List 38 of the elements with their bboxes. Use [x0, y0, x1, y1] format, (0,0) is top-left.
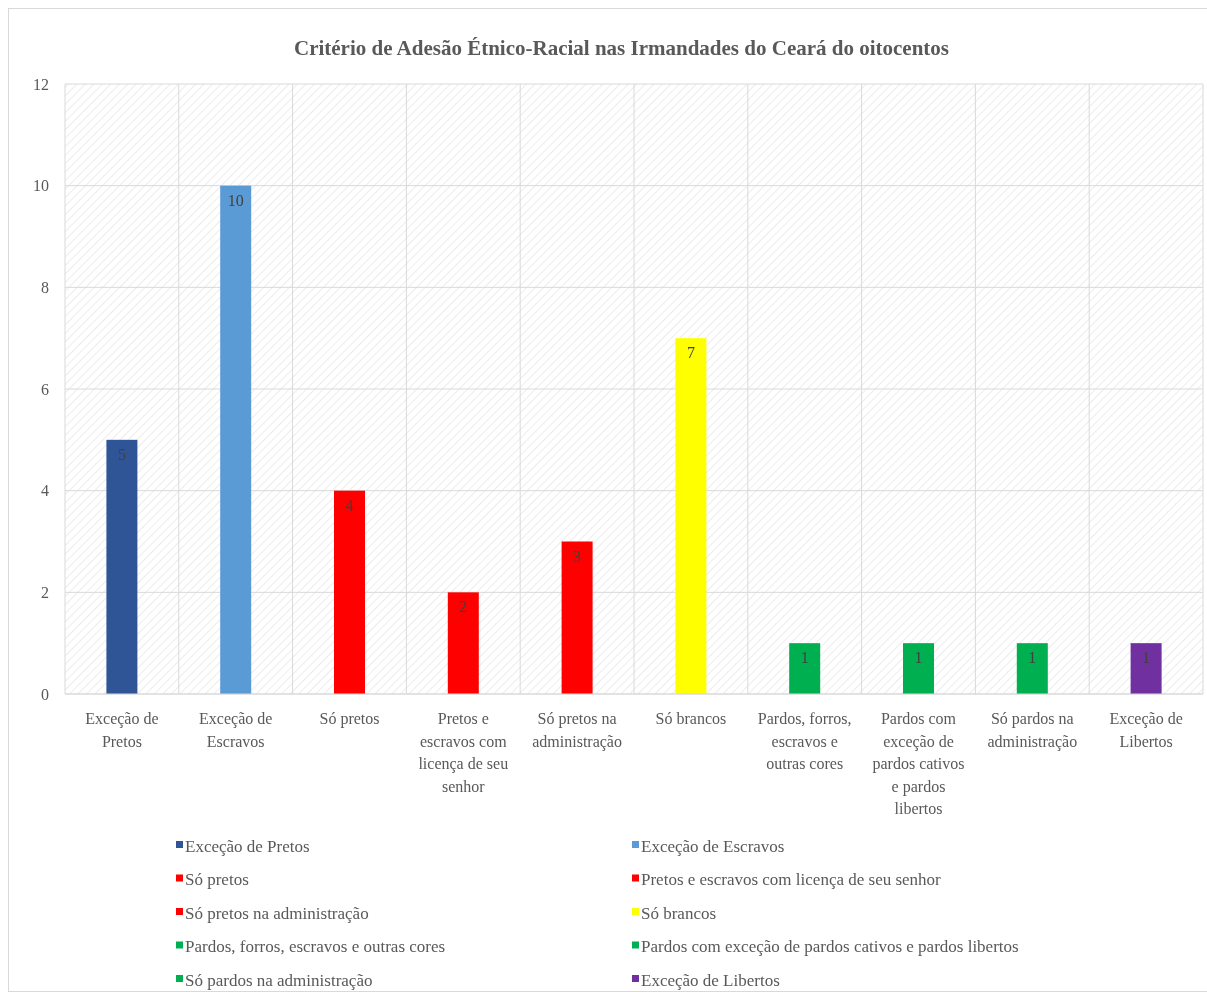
x-tick-label: Exceção de Escravos	[199, 710, 273, 750]
legend-label: Só pretos na administração	[185, 903, 369, 923]
x-tick-label: Pardos com exceção de pardos cativos e pardos libertos	[872, 710, 965, 817]
x-tick-label: Exceção de Pretos	[85, 710, 159, 750]
y-tick-label: 2	[41, 583, 49, 601]
legend-label: Só brancos	[641, 903, 717, 923]
x-tick-label: Pretos e escravos com licença de seu senhor	[418, 710, 509, 795]
data-label: 5	[117, 445, 126, 463]
x-tick-label: Só pretos	[319, 710, 380, 728]
legend-label: Exceção de Libertos	[641, 970, 780, 990]
data-label: 3	[573, 547, 582, 565]
legend-label: Só pardos na administração	[185, 970, 373, 990]
x-tick-label: Exceção de Libertos	[1109, 710, 1183, 750]
data-label: 2	[459, 598, 468, 616]
data-label: 1	[1142, 649, 1151, 667]
legend-label: Pardos com exceção de pardos cativos e pardos libertos	[641, 937, 1019, 957]
x-tick-label: Pardos, forros, escravos e outras cores	[757, 710, 852, 772]
legend-label: Pretos e escravos com licença de seu senhor	[641, 870, 942, 890]
legend-label: Pardos, forros, escravos e outras cores	[185, 937, 446, 957]
legend-label: Exceção de Pretos	[185, 836, 310, 856]
x-tick-label: Só pardos na administração	[987, 710, 1078, 751]
y-tick-label: 6	[41, 380, 49, 398]
y-tick-label: 4	[41, 482, 49, 500]
x-tick-label: Só brancos	[655, 710, 727, 727]
y-tick-label: 8	[41, 278, 49, 296]
data-label: 1	[914, 649, 923, 667]
y-tick-label: 10	[33, 177, 49, 195]
x-tick-label: Só pretos na administração	[532, 710, 622, 751]
data-label: 1	[1028, 649, 1037, 667]
data-label: 1	[800, 649, 809, 667]
legend-label: Exceção de Escravos	[641, 836, 785, 856]
y-tick-label: 0	[41, 685, 49, 703]
data-label: 10	[227, 191, 244, 209]
legend-label: Só pretos	[185, 870, 249, 890]
data-label: 4	[345, 496, 354, 514]
chart-title: Critério de Adesão Étnico-Racial nas Irmandades do Ceará do oitocentos	[293, 36, 950, 60]
y-tick-label: 12	[33, 75, 49, 93]
data-label: 7	[686, 344, 695, 362]
